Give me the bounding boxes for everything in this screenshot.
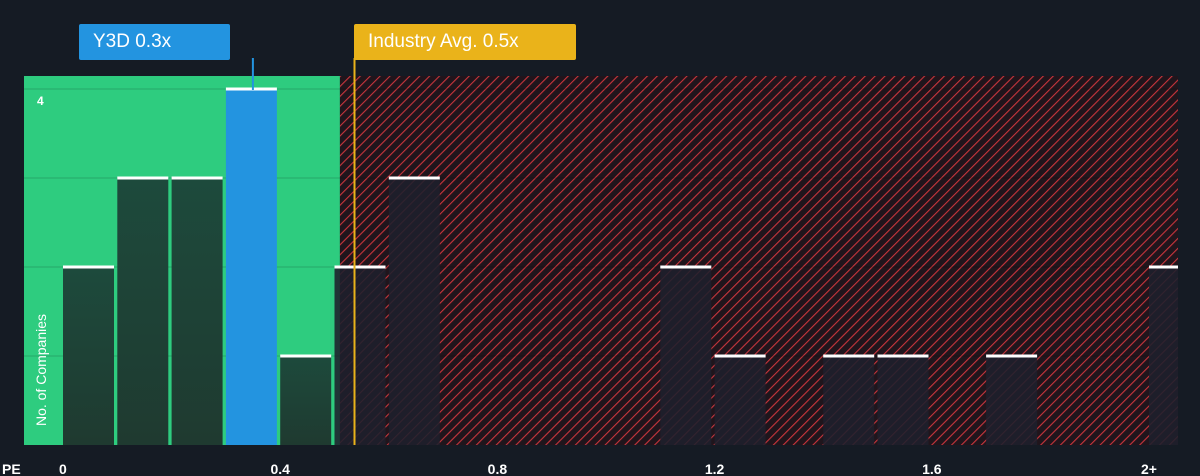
- company-callout: Y3D 0.3x: [79, 24, 230, 60]
- bar-cap: [225, 87, 277, 91]
- bar-cap: [280, 354, 332, 358]
- histogram-bar: [280, 356, 332, 445]
- histogram-bar: [986, 356, 1038, 445]
- bar-cap: [986, 354, 1038, 358]
- bar-cap: [877, 354, 929, 358]
- bar-cap: [63, 265, 114, 269]
- bar-cap: [117, 176, 169, 180]
- x-tick-label: 0.4: [270, 461, 290, 476]
- y-tick-label: 4: [37, 94, 44, 108]
- bar-cap: [714, 354, 766, 358]
- histogram-bar: [225, 89, 277, 445]
- x-tick-label: 2+: [1141, 461, 1157, 476]
- x-tick-label: 1.2: [705, 461, 725, 476]
- x-tick-label: 1.6: [922, 461, 942, 476]
- histogram-bar: [334, 267, 386, 445]
- histogram-bar: [1149, 267, 1178, 445]
- y-axis-label: No. of Companies: [33, 314, 49, 426]
- x-tick-label: 0: [59, 461, 67, 476]
- bar-cap: [334, 265, 386, 269]
- x-tick-label: 0.8: [488, 461, 508, 476]
- histogram-bar: [388, 178, 440, 445]
- bar-cap: [388, 176, 440, 180]
- histogram-bar: [63, 267, 114, 445]
- bar-cap: [823, 354, 875, 358]
- bar-cap: [660, 265, 712, 269]
- x-axis-label: PE: [2, 461, 21, 476]
- bar-cap: [1149, 265, 1178, 269]
- histogram-bar: [117, 178, 169, 445]
- histogram-bar: [877, 356, 929, 445]
- histogram-bar: [171, 178, 223, 445]
- histogram-bar: [714, 356, 766, 445]
- bar-cap: [171, 176, 223, 180]
- industry-avg-callout: Industry Avg. 0.5x: [354, 24, 576, 60]
- histogram-bar: [823, 356, 875, 445]
- histogram-bar: [660, 267, 712, 445]
